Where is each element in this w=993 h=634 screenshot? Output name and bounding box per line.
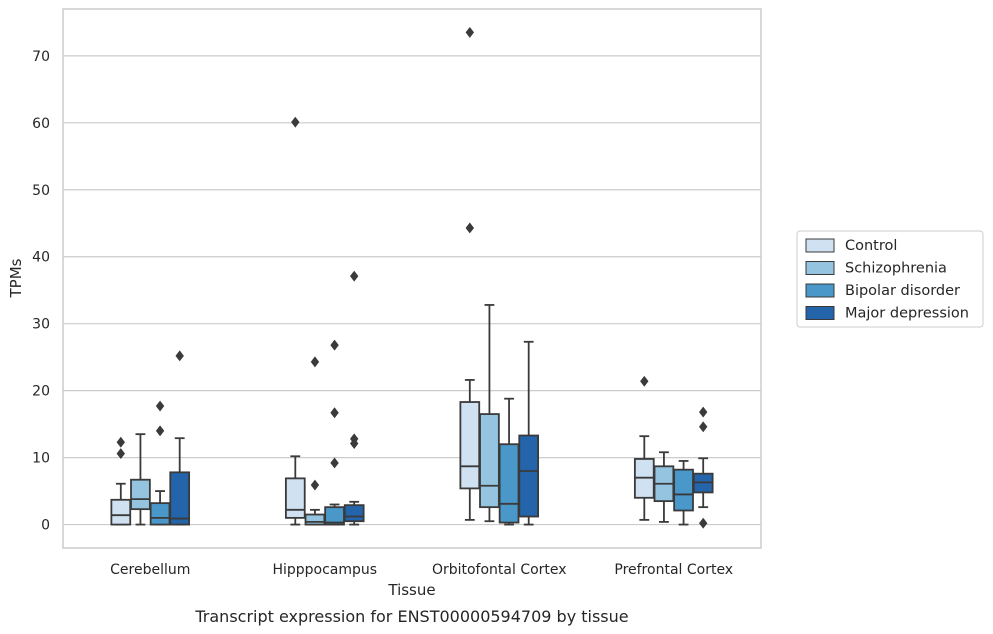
y-tick-label: 20 (32, 384, 50, 400)
outlier-point (330, 407, 339, 419)
box (459, 401, 481, 490)
outlier-point (310, 356, 320, 368)
outlier-point (465, 222, 475, 234)
x-axis-title: Tissue (387, 581, 435, 599)
y-tick-label: 70 (32, 49, 50, 65)
box-group (459, 26, 481, 521)
box-group (110, 436, 132, 526)
box-group (518, 340, 540, 526)
figure-caption: Transcript expression for ENST0000059470… (194, 607, 628, 626)
x-tick-label: Hipppocampus (272, 562, 377, 578)
outlier-point (698, 421, 708, 433)
outlier-point (349, 270, 359, 282)
box-group (324, 339, 345, 526)
box-group (673, 460, 694, 526)
legend-label: Schizophrenia (845, 261, 947, 277)
outlier-point (116, 448, 126, 460)
outlier-point (349, 433, 359, 445)
legend-swatch (805, 306, 835, 320)
box (169, 471, 191, 526)
box (343, 504, 365, 523)
y-tick-label: 30 (32, 317, 50, 333)
box (149, 502, 171, 526)
box-group (343, 270, 365, 526)
x-tick-label: Prefrontal Cortex (614, 562, 733, 578)
outlier-point (330, 339, 339, 351)
outlier-point (175, 350, 184, 362)
legend-swatch (805, 238, 835, 253)
box (498, 443, 520, 524)
y-tick-label: 60 (32, 116, 50, 132)
box (110, 498, 132, 526)
legend-swatch (805, 283, 835, 298)
x-tick-label: Orbitofontal Cortex (432, 562, 567, 578)
box-group (149, 400, 171, 526)
box (284, 477, 306, 519)
legend-frame (796, 230, 984, 328)
outlier-point (330, 457, 339, 469)
box (304, 513, 326, 526)
outlier-point (116, 436, 126, 448)
gridlines (63, 55, 761, 526)
outlier-point (698, 517, 708, 529)
x-axis-ticks: Cerebellum Hipppocampus Orbitofontal Corte… (110, 562, 733, 578)
legend: Control Schizophrenia Bipolar disorder Majo… (796, 230, 984, 328)
box-group (653, 451, 675, 523)
outlier-point (698, 406, 708, 418)
legend-label: Bipolar disorder (845, 283, 960, 299)
box-group (479, 304, 500, 523)
box (518, 434, 540, 518)
y-axis-title: TPMs (7, 258, 25, 298)
y-tick-label: 0 (41, 518, 50, 534)
boxes (110, 26, 714, 529)
box-group (633, 375, 655, 521)
box (673, 468, 694, 512)
y-tick-label: 50 (32, 183, 50, 199)
box-group (169, 350, 191, 526)
legend-label: Control (845, 238, 897, 254)
outlier-point (465, 26, 475, 38)
box (130, 478, 151, 511)
y-tick-label: 10 (32, 451, 50, 467)
box-group (284, 116, 306, 526)
x-tick-label: Cerebellum (110, 562, 190, 578)
outlier-point (155, 425, 165, 437)
legend-label: Major depression (845, 306, 969, 322)
plot-area-frame (62, 8, 762, 549)
box-group (692, 406, 714, 529)
y-axis-ticks: 0 10 20 30 40 50 60 70 (32, 49, 50, 534)
box-group (130, 433, 151, 526)
outlier-point (640, 375, 649, 387)
y-tick-label: 40 (32, 250, 50, 266)
outlier-point (291, 116, 300, 128)
legend-swatch (805, 261, 835, 275)
box (479, 413, 500, 509)
outlier-point (155, 400, 165, 412)
box-group (498, 397, 520, 526)
outlier-point (310, 479, 320, 491)
box-group (304, 356, 326, 526)
